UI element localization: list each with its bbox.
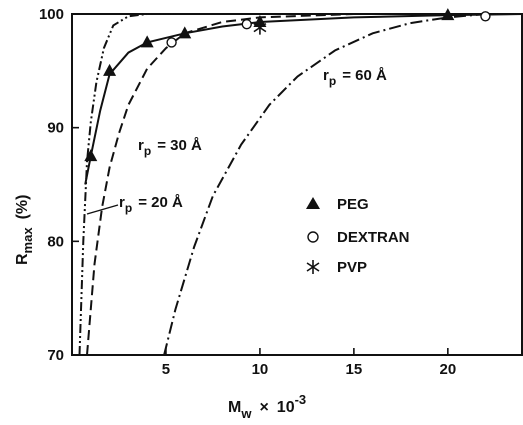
label-rp-20-value: = 20 Å <box>138 194 183 211</box>
x-axis-label-exponent: -3 <box>295 392 307 407</box>
x-axis-label-times: × <box>259 399 268 416</box>
label-rp-20-sub: p <box>125 201 132 215</box>
curve-solid <box>84 13 523 185</box>
label-rp-20-r: r <box>119 194 125 211</box>
x-tick-label: 10 <box>252 361 269 378</box>
dextran-point <box>166 37 177 48</box>
peg-point <box>84 149 98 162</box>
peg-point <box>441 8 455 21</box>
legend-circle-icon <box>307 231 319 243</box>
legend: PEG DEXTRAN PVP <box>306 196 410 276</box>
curve-dashed <box>86 13 523 356</box>
y-axis-label-main: R <box>14 253 31 265</box>
curve-dash-dot-dot <box>78 13 176 356</box>
legend-triangle-icon <box>306 197 320 209</box>
label-rp-30-r: r <box>138 137 144 154</box>
legend-peg-label: PEG <box>337 196 369 213</box>
label-rp-60-value: = 60 Å <box>342 67 387 84</box>
label-rp-30: rp = 30 Å <box>138 137 202 158</box>
x-axis-label: Mw × 10-3 <box>228 392 306 421</box>
x-tick-label: 20 <box>439 361 456 378</box>
label-rp-60-sub: p <box>329 74 336 88</box>
peg-point <box>103 63 117 76</box>
peg-point <box>140 35 154 48</box>
pvp-point <box>253 20 267 35</box>
label-rp-30-value: = 30 Å <box>157 137 202 154</box>
dextran-point <box>480 11 491 22</box>
label-rp-60-r: r <box>323 67 329 84</box>
y-tick-label: 90 <box>47 120 64 137</box>
plot-axes: 5 10 15 20 70 80 90 100 <box>39 6 523 378</box>
x-tick-label: 15 <box>346 361 363 378</box>
peg-point <box>178 26 192 39</box>
y-tick-label: 100 <box>39 6 64 23</box>
label-rp-20: rp = 20 Å <box>119 194 183 215</box>
x-axis-label-main: M <box>228 399 241 416</box>
y-axis-label: Rmax (%) <box>14 195 35 265</box>
dextran-point <box>241 19 252 30</box>
y-axis-label-subscript: max <box>20 227 35 254</box>
model-curves <box>78 13 523 356</box>
x-tick-label: 5 <box>162 361 170 378</box>
legend-star-icon <box>306 260 320 274</box>
x-axis-label-subscript: w <box>240 406 252 421</box>
x-axis-label-base: 10 <box>277 399 295 416</box>
label-rp-60: rp = 60 Å <box>323 67 387 88</box>
legend-dextran-label: DEXTRAN <box>337 229 410 246</box>
label-rp-30-sub: p <box>144 144 151 158</box>
data-points <box>84 8 491 162</box>
plot-frame <box>71 13 523 356</box>
legend-pvp-label: PVP <box>337 259 367 276</box>
y-axis-label-unit: (%) <box>14 195 31 220</box>
y-tick-label: 70 <box>47 347 64 364</box>
curve-dash-dot <box>163 13 523 356</box>
y-tick-label: 80 <box>47 233 64 250</box>
label-rp-20-leader-line <box>86 204 119 215</box>
